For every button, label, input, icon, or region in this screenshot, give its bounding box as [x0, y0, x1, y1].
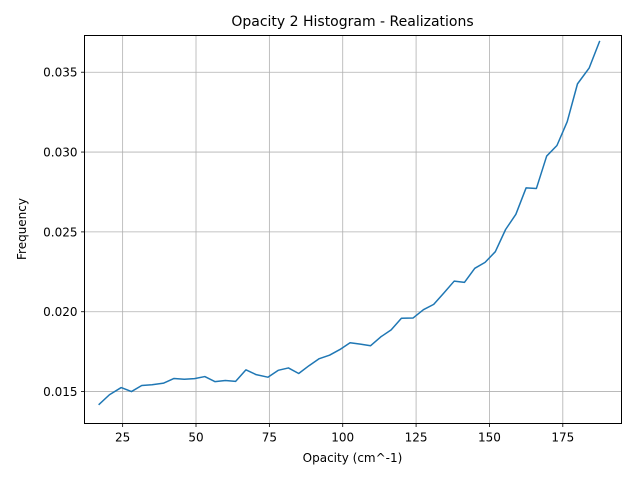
chart-title: Opacity 2 Histogram - Realizations: [231, 14, 473, 30]
x-axis-label: Opacity (cm^-1): [303, 451, 403, 465]
plot-frame: [84, 35, 622, 424]
data-series: [98, 40, 601, 406]
x-tick-label: 50: [188, 431, 203, 445]
y-tick-label: 0.015: [43, 385, 77, 399]
x-tick-label: 25: [115, 431, 130, 445]
y-tick-label: 0.030: [43, 146, 77, 160]
x-tick-label: 100: [331, 431, 354, 445]
y-axis-label: Frequency: [15, 198, 29, 260]
x-tick-label: 125: [405, 431, 428, 445]
x-tick-label: 150: [478, 431, 501, 445]
x-tick-label: 75: [262, 431, 277, 445]
x-tick-label: 175: [551, 431, 574, 445]
y-tick-label: 0.025: [43, 225, 77, 239]
y-tick-label: 0.020: [43, 305, 77, 319]
series-line: [98, 40, 601, 406]
x-axis-ticks: 25 50 75 100 125 150 175: [115, 423, 574, 445]
y-axis-ticks: 0.015 0.020 0.025 0.030 0.035: [43, 66, 85, 399]
y-tick-label: 0.035: [43, 66, 77, 80]
gridlines: [84, 35, 622, 424]
